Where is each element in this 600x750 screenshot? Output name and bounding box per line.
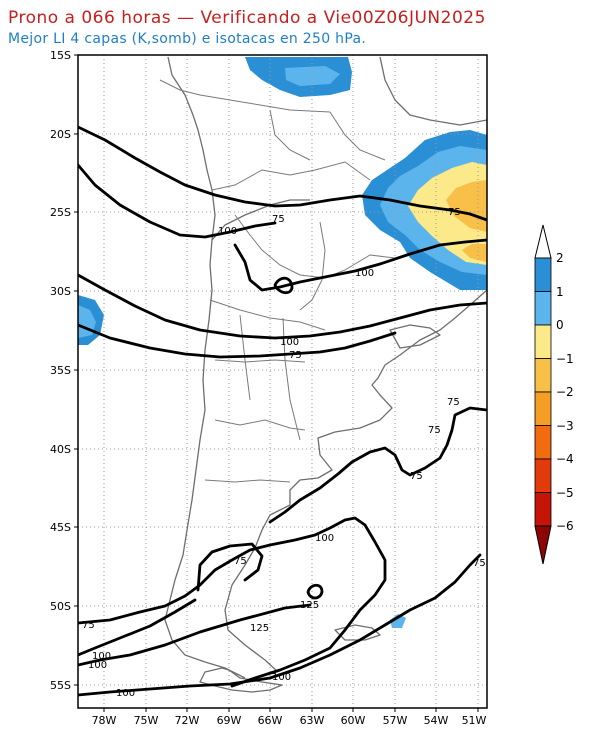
colorbar-label: −1 [556,352,574,366]
isotach-label: 75 [272,214,285,225]
isotach-label: 75 [234,556,247,567]
lon-labels: 78W 75W 72W 69W 66W 63W 60W 57W 54W 51W [92,714,487,727]
lon-tick-label: 60W [341,714,366,727]
isotach-label: 75 [447,397,460,408]
isotach-label: 75 [410,471,423,482]
isotach-label: 100 [272,672,291,683]
lat-tick-label: 20S [50,128,71,141]
isotach-100-south-b [78,553,482,697]
isotach-75-southwest [78,598,197,657]
chart-title: Prono a 066 horas — Verificando a Vie00Z… [8,8,486,28]
lon-tick-label: 75W [134,714,159,727]
isotach-label: 125 [250,623,269,634]
lat-tick-label: 25S [50,206,71,219]
graticule [78,55,487,708]
isotach-75-east [268,406,487,524]
colorbar-label: −2 [556,385,574,399]
isotach-label: 100 [92,651,111,662]
lon-tick-label: 63W [300,714,325,727]
colorbar-swatch [534,458,552,493]
colorbar: 2 1 0 −1 −2 −3 −4 −5 −6 [534,224,574,565]
colorbar-label: −4 [556,452,574,466]
isotach-75-south [196,542,264,592]
lat-labels: 15S 20S 25S 30S 35S 40S 45S 50S 55S [50,49,71,692]
colorbar-label: 1 [556,285,564,299]
colorbar-label: −3 [556,419,574,433]
isotach-75-small-loop [273,276,294,295]
li-patch-south [390,614,406,628]
lat-tick-label: 50S [50,600,71,613]
colorbar-top-arrow [534,224,552,259]
colorbar-swatch [534,425,552,460]
tick-marks [74,54,479,712]
isotach-100-southern-c [78,603,312,667]
colorbar-swatch [534,358,552,393]
isotach-100-north [78,163,277,239]
isotach-100-south [78,273,487,340]
lon-tick-label: 72W [175,714,200,727]
lat-tick-label: 30S [50,285,71,298]
isotach-label: 100 [218,226,237,237]
isotach-label: 75 [448,207,461,218]
lon-tick-label: 66W [258,714,283,727]
isotach-label: 75 [82,620,95,631]
colorbar-swatch [534,291,552,326]
lon-tick-label: 57W [383,714,408,727]
isotach-label: 100 [315,533,334,544]
isotachs [78,125,487,697]
isotach-125 [306,583,324,600]
lat-tick-label: 45S [50,521,71,534]
colorbar-label: 2 [556,251,564,265]
isotach-label: 100 [88,660,107,671]
isotach-label: 125 [300,600,319,611]
lat-tick-label: 15S [50,49,71,62]
isotach-label: 100 [355,268,374,279]
colorbar-swatch [534,391,552,426]
isotach-label: 100 [280,337,299,348]
lon-tick-label: 69W [217,714,242,727]
chart-subtitle: Mejor LI 4 capas (K,somb) e isotacas en … [8,31,367,47]
isotach-label: 75 [289,350,302,361]
colorbar-swatch [534,257,552,292]
lat-tick-label: 40S [50,443,71,456]
coastlines [164,56,487,693]
isotach-100-mid [233,238,487,292]
colorbar-swatch [534,492,552,527]
colorbar-swatch [534,324,552,359]
lon-tick-label: 78W [92,714,117,727]
isotach-100-south-a [78,516,387,688]
map-border [77,54,488,709]
lat-tick-label: 55S [50,679,71,692]
isotach-75-mid [78,323,397,359]
lon-tick-label: 54W [424,714,449,727]
colorbar-label: 0 [556,318,564,332]
isotach-75-north [78,125,487,222]
colorbar-bottom-arrow [534,525,552,565]
colorbar-label: −6 [556,519,574,533]
isotach-labels: 75 75 100 100 100 75 75 75 75 100 75 125… [82,207,486,699]
isotach-label: 75 [473,558,486,569]
isotach-label: 75 [428,425,441,436]
lon-tick-label: 51W [462,714,487,727]
isotach-label: 100 [116,688,135,699]
colorbar-label: −5 [556,486,574,500]
lat-tick-label: 35S [50,364,71,377]
